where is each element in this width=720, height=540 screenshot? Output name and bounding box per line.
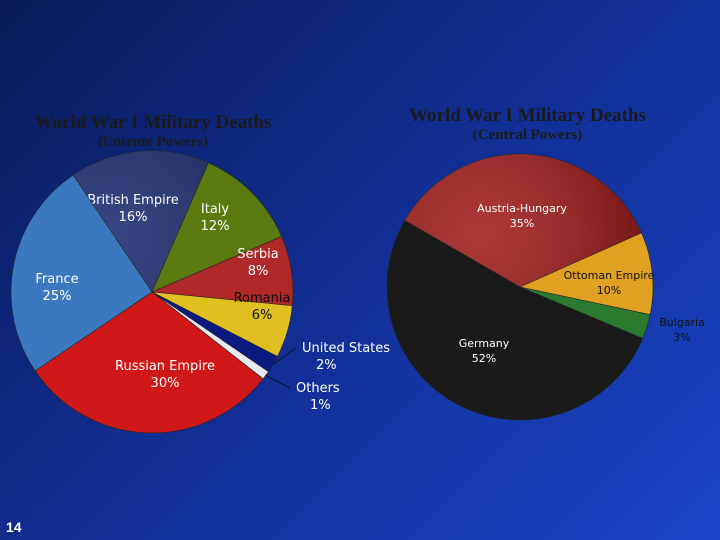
entente-pie: British Empire 16% Italy 12% Serbia 8% Romania… <box>10 150 390 434</box>
slice-label: United States <box>302 341 390 356</box>
slice-label: Austria-Hungary <box>477 202 567 215</box>
central-chart-title: World War I Military Deaths <box>409 105 646 126</box>
slice-value-label: 10% <box>597 284 621 297</box>
pie-slice-france <box>10 174 153 372</box>
slice-label: Bulgaria <box>659 316 705 329</box>
slice-value-label: 25% <box>43 289 72 304</box>
slice-label: British Empire <box>87 193 179 208</box>
pie-slice-italy <box>151 162 282 293</box>
leader-line <box>265 374 291 389</box>
slice-value-label: 1% <box>310 398 331 413</box>
pie-slice-germany <box>386 220 644 421</box>
slice-label: Others <box>296 381 340 396</box>
central-chart-subtitle: (Central Powers) <box>472 127 583 143</box>
slice-label: Ottoman Empire <box>564 269 655 282</box>
slice-value-label: 2% <box>316 358 337 373</box>
slice-label: Russian Empire <box>115 359 215 374</box>
slice-value-label: 8% <box>248 264 269 279</box>
slice-value-label: 16% <box>119 210 148 225</box>
slide-number: 14 <box>6 519 22 535</box>
entente-chart-title: World War I Military Deaths <box>34 112 272 133</box>
central-pie: Austria-Hungary 35% Ottoman Empire 10% Bulga… <box>386 153 705 421</box>
slice-label: Romania <box>234 291 291 306</box>
slice-value-label: 52% <box>472 352 496 365</box>
leader-line <box>272 347 297 365</box>
slice-label: Italy <box>201 202 230 217</box>
slice-value-label: 6% <box>252 308 273 323</box>
slice-value-label: 30% <box>151 376 180 391</box>
slice-value-label: 35% <box>510 217 534 230</box>
slice-label: Germany <box>459 337 510 350</box>
entente-chart-subtitle: (Entente Powers) <box>97 134 209 150</box>
pie-slice-russian-empire <box>34 291 264 434</box>
slice-label: France <box>35 272 78 287</box>
slice-label: Serbia <box>237 247 278 262</box>
slice-value-label: 12% <box>201 219 230 234</box>
slice-value-label: 3% <box>673 331 690 344</box>
pie-slice-ottoman-empire <box>519 232 654 316</box>
